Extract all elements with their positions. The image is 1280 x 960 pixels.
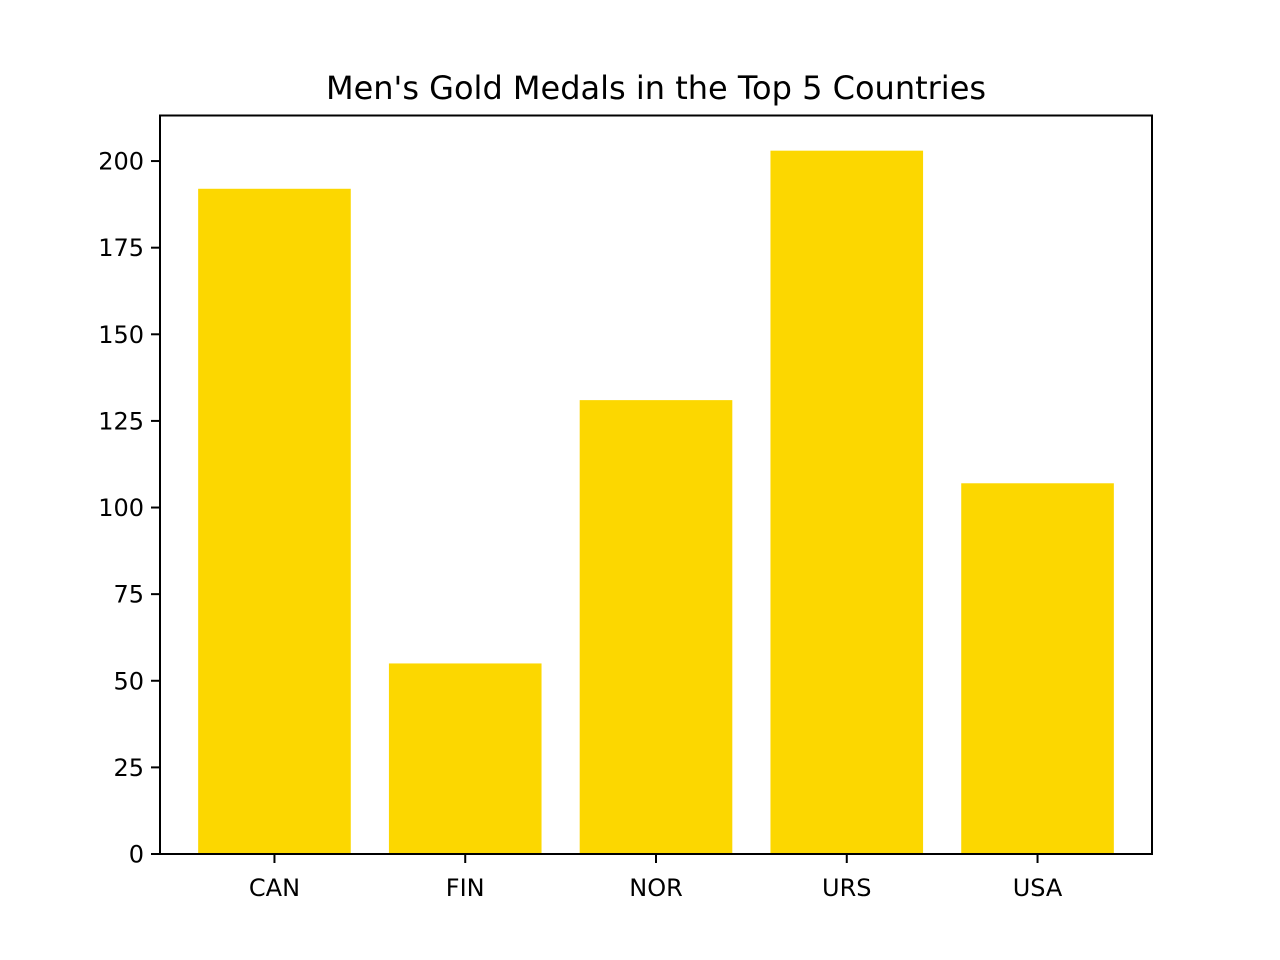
- y-tick-label: 175: [98, 234, 144, 262]
- y-tick-label: 0: [129, 841, 144, 869]
- bar-nor: [579, 400, 733, 854]
- x-tick-label: URS: [822, 874, 871, 902]
- x-tick-label: CAN: [249, 874, 300, 902]
- y-tick-label: 25: [113, 754, 144, 782]
- y-axis-ticks: 0 25 50 75 100 125 150 175 200: [98, 148, 160, 869]
- x-tick-label: USA: [1013, 874, 1063, 902]
- bar-can: [198, 188, 351, 854]
- bar-urs: [770, 150, 924, 854]
- y-tick-label: 100: [98, 494, 144, 522]
- bar-fin: [388, 663, 542, 854]
- y-tick-label: 50: [113, 667, 144, 695]
- chart-title: Men's Gold Medals in the Top 5 Countries: [326, 69, 986, 107]
- bar-usa: [961, 483, 1114, 854]
- x-tick-label: NOR: [629, 874, 683, 902]
- bars-group: [198, 150, 1114, 854]
- x-tick-label: FIN: [446, 874, 485, 902]
- x-axis-ticks: CAN FIN NOR URS USA: [249, 854, 1063, 902]
- y-tick-label: 75: [113, 581, 144, 609]
- y-tick-label: 125: [98, 407, 144, 435]
- y-tick-label: 150: [98, 321, 144, 349]
- y-tick-label: 200: [98, 148, 144, 176]
- plot-frame: [159, 114, 1153, 855]
